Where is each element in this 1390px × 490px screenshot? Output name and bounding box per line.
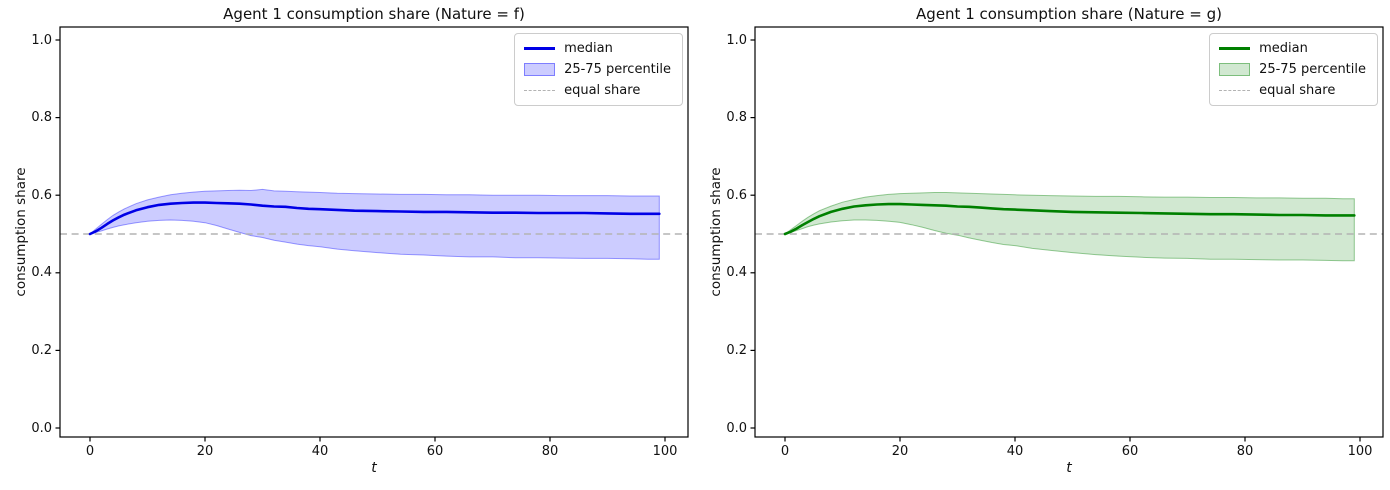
legend-label: median <box>1259 41 1308 56</box>
percentile-band-key-icon <box>524 63 556 76</box>
x-tick-label: 100 <box>1347 444 1373 459</box>
equal-share-dash-key-icon <box>524 90 556 91</box>
percentile-band <box>89 188 660 260</box>
percentile-band <box>784 192 1355 262</box>
x-tick-label: 40 <box>311 444 329 459</box>
y-tick-label: 0.6 <box>31 187 52 203</box>
y-tick-label: 1.0 <box>31 32 52 48</box>
y-tick-label: 0.4 <box>31 265 52 281</box>
axes-spines <box>59 26 689 438</box>
median-line <box>783 202 1356 236</box>
legend-label: 25-75 percentile <box>564 62 671 77</box>
x-tick-label: 80 <box>541 444 559 459</box>
legend-item-percentile-band: 25-75 percentile <box>1219 62 1366 77</box>
percentile-band-key-icon <box>1219 63 1251 76</box>
x-axis-label: t <box>371 460 377 476</box>
legend-item-median: median <box>1219 41 1366 56</box>
x-tick-label: 80 <box>1236 444 1254 459</box>
subplot-nature-g: Agent 1 consumption share (Nature = g) c… <box>695 0 1390 490</box>
x-tick-label: 20 <box>196 444 214 459</box>
x-tick-label: 100 <box>652 444 678 459</box>
legend-item-equal-share: equal share <box>524 83 671 98</box>
median-line-key-icon <box>524 46 556 51</box>
y-tick-label: 0.8 <box>726 110 747 126</box>
plot-canvas-f <box>55 26 689 442</box>
y-tick-label: 0.2 <box>726 342 747 358</box>
legend-label: equal share <box>1259 83 1336 98</box>
plot-title: Agent 1 consumption share (Nature = f) <box>223 5 525 23</box>
y-tick-label: 0.0 <box>726 420 747 436</box>
median-line-key-icon <box>1219 46 1251 51</box>
y-tick-label: 0.0 <box>31 420 52 436</box>
median-line <box>88 201 661 236</box>
y-tick-label: 0.4 <box>726 265 747 281</box>
x-tick-label: 40 <box>1006 444 1024 459</box>
legend-item-median: median <box>524 41 671 56</box>
x-tick-label: 60 <box>1121 444 1139 459</box>
legend-label: 25-75 percentile <box>1259 62 1366 77</box>
legend: median 25-75 percentile equal share <box>514 33 683 106</box>
x-tick-label: 60 <box>426 444 444 459</box>
y-tick-label: 0.6 <box>726 187 747 203</box>
x-tick-label: 20 <box>891 444 909 459</box>
plot-canvas-g <box>750 26 1384 442</box>
x-tick-label: 0 <box>780 444 790 459</box>
subplot-nature-f: Agent 1 consumption share (Nature = f) c… <box>13 5 689 476</box>
x-axis-label: t <box>1066 460 1072 476</box>
legend-label: median <box>564 41 613 56</box>
legend-item-equal-share: equal share <box>1219 83 1366 98</box>
y-tick-label: 0.2 <box>31 342 52 358</box>
y-tick-label: 0.8 <box>31 110 52 126</box>
y-tick-label: 1.0 <box>726 32 747 48</box>
equal-share-dash-key-icon <box>1219 90 1251 91</box>
axes-spines <box>754 26 1384 438</box>
x-tick-label: 0 <box>85 444 95 459</box>
legend: median 25-75 percentile equal share <box>1209 33 1378 106</box>
legend-item-percentile-band: 25-75 percentile <box>524 62 671 77</box>
legend-label: equal share <box>564 83 641 98</box>
plot-title: Agent 1 consumption share (Nature = g) <box>916 5 1222 23</box>
